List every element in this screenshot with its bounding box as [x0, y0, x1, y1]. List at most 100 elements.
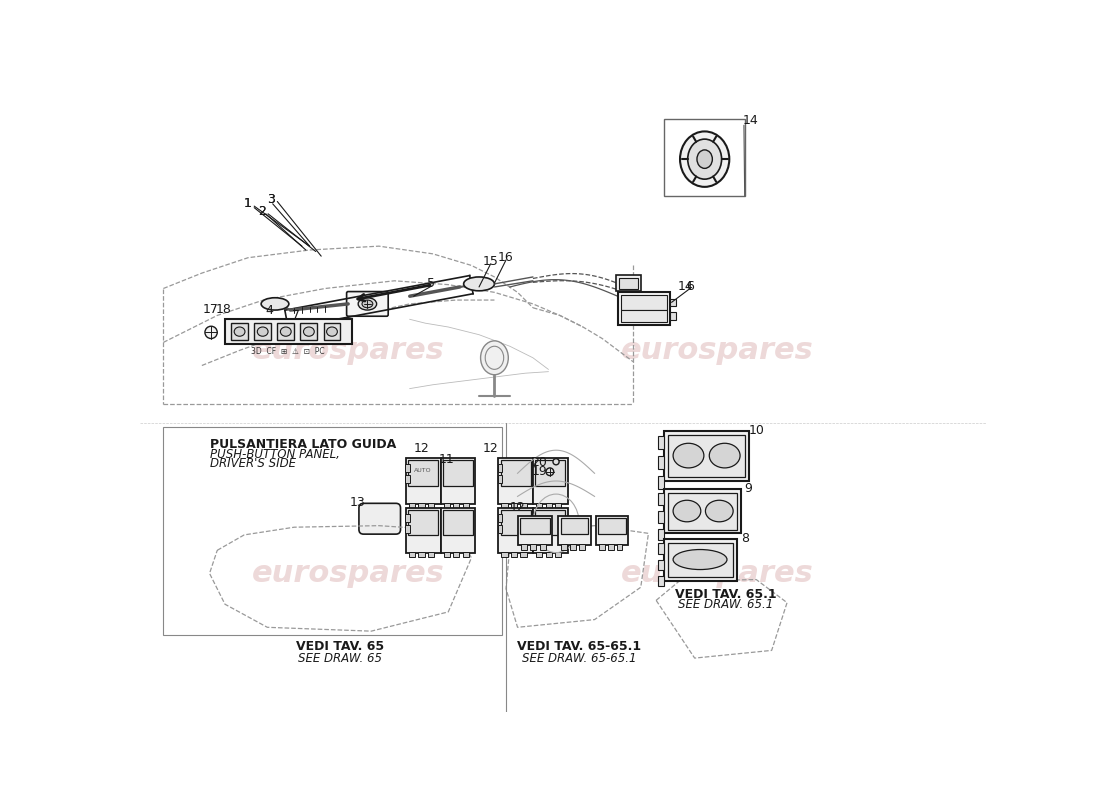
Bar — [277, 323, 295, 340]
Text: 12: 12 — [483, 442, 498, 455]
Bar — [664, 119, 745, 196]
Bar — [670, 298, 676, 306]
Bar — [659, 529, 664, 540]
Bar — [608, 544, 614, 550]
Text: 12: 12 — [509, 502, 526, 514]
Text: 14: 14 — [678, 281, 693, 294]
Bar — [556, 503, 561, 509]
Bar — [596, 516, 628, 545]
Ellipse shape — [359, 298, 376, 310]
Bar — [616, 275, 640, 291]
Text: AUTO: AUTO — [415, 468, 432, 474]
Bar — [659, 455, 664, 469]
Bar — [405, 525, 409, 533]
Bar — [502, 503, 508, 509]
Text: 9: 9 — [745, 482, 752, 495]
Ellipse shape — [553, 458, 559, 465]
Bar — [664, 431, 749, 481]
Ellipse shape — [205, 326, 218, 338]
Bar — [618, 292, 670, 325]
Bar — [668, 435, 745, 477]
Bar — [406, 508, 440, 553]
FancyBboxPatch shape — [359, 503, 400, 534]
Bar — [498, 458, 534, 504]
Bar — [579, 544, 585, 550]
Ellipse shape — [280, 327, 292, 336]
Ellipse shape — [481, 341, 508, 374]
Ellipse shape — [705, 500, 733, 522]
Bar — [659, 559, 664, 570]
Bar — [231, 323, 249, 340]
Text: 20: 20 — [531, 456, 547, 469]
Bar — [409, 552, 416, 558]
Ellipse shape — [710, 443, 740, 468]
Bar — [664, 538, 737, 581]
Bar — [463, 552, 469, 558]
Bar — [453, 552, 460, 558]
Ellipse shape — [688, 139, 722, 179]
Bar — [659, 435, 664, 449]
Text: DRIVER'S SIDE: DRIVER'S SIDE — [209, 457, 296, 470]
Text: 2: 2 — [258, 205, 266, 218]
Bar — [500, 460, 530, 486]
Ellipse shape — [680, 131, 729, 187]
Bar — [440, 508, 475, 553]
Text: 11: 11 — [439, 453, 454, 466]
Bar — [536, 460, 565, 486]
Bar — [659, 476, 664, 489]
Bar — [409, 503, 416, 509]
Bar — [440, 458, 475, 504]
Bar — [408, 510, 438, 535]
Bar — [659, 576, 664, 586]
Bar — [619, 278, 638, 289]
Ellipse shape — [304, 327, 315, 336]
Text: 10: 10 — [748, 425, 764, 438]
Bar — [405, 464, 409, 472]
Text: 8: 8 — [740, 532, 749, 546]
Text: SEE DRAW. 65.1: SEE DRAW. 65.1 — [678, 598, 773, 610]
Bar — [510, 503, 517, 509]
Bar — [497, 464, 502, 472]
Text: 1: 1 — [244, 198, 252, 210]
Bar — [659, 494, 664, 505]
Bar — [405, 475, 409, 482]
Bar — [530, 544, 537, 550]
Text: PULSANTIERA LATO GUIDA: PULSANTIERA LATO GUIDA — [209, 438, 396, 450]
Ellipse shape — [327, 327, 338, 336]
Ellipse shape — [673, 550, 727, 570]
Bar — [405, 514, 409, 522]
Text: 3: 3 — [267, 194, 275, 206]
Bar — [534, 508, 568, 553]
Bar — [520, 503, 527, 509]
Ellipse shape — [261, 298, 289, 310]
Bar — [668, 493, 737, 530]
Bar — [668, 542, 734, 578]
Bar — [428, 552, 435, 558]
Bar — [617, 544, 623, 550]
Bar — [443, 552, 450, 558]
Bar — [536, 510, 565, 535]
Bar — [664, 489, 741, 534]
Bar — [418, 503, 425, 509]
Text: VEDI TAV. 65-65.1: VEDI TAV. 65-65.1 — [517, 640, 641, 653]
Text: 7: 7 — [292, 309, 300, 322]
Ellipse shape — [362, 300, 373, 308]
Text: PUSH-BUTTON PANEL,: PUSH-BUTTON PANEL, — [209, 447, 340, 461]
Bar — [620, 310, 667, 322]
Text: 12: 12 — [414, 442, 429, 455]
Bar — [224, 319, 352, 344]
Bar — [497, 475, 502, 482]
Text: SEE DRAW. 65: SEE DRAW. 65 — [298, 651, 383, 665]
Text: 3: 3 — [267, 193, 275, 206]
Ellipse shape — [673, 500, 701, 522]
Bar — [453, 503, 460, 509]
Ellipse shape — [673, 443, 704, 468]
Text: 15: 15 — [483, 255, 498, 268]
Bar — [520, 518, 550, 534]
Bar — [254, 323, 272, 340]
Bar — [443, 460, 473, 486]
Text: 17: 17 — [204, 302, 219, 316]
Bar — [502, 552, 508, 558]
Text: VEDI TAV. 65: VEDI TAV. 65 — [296, 640, 385, 653]
Ellipse shape — [697, 150, 713, 168]
